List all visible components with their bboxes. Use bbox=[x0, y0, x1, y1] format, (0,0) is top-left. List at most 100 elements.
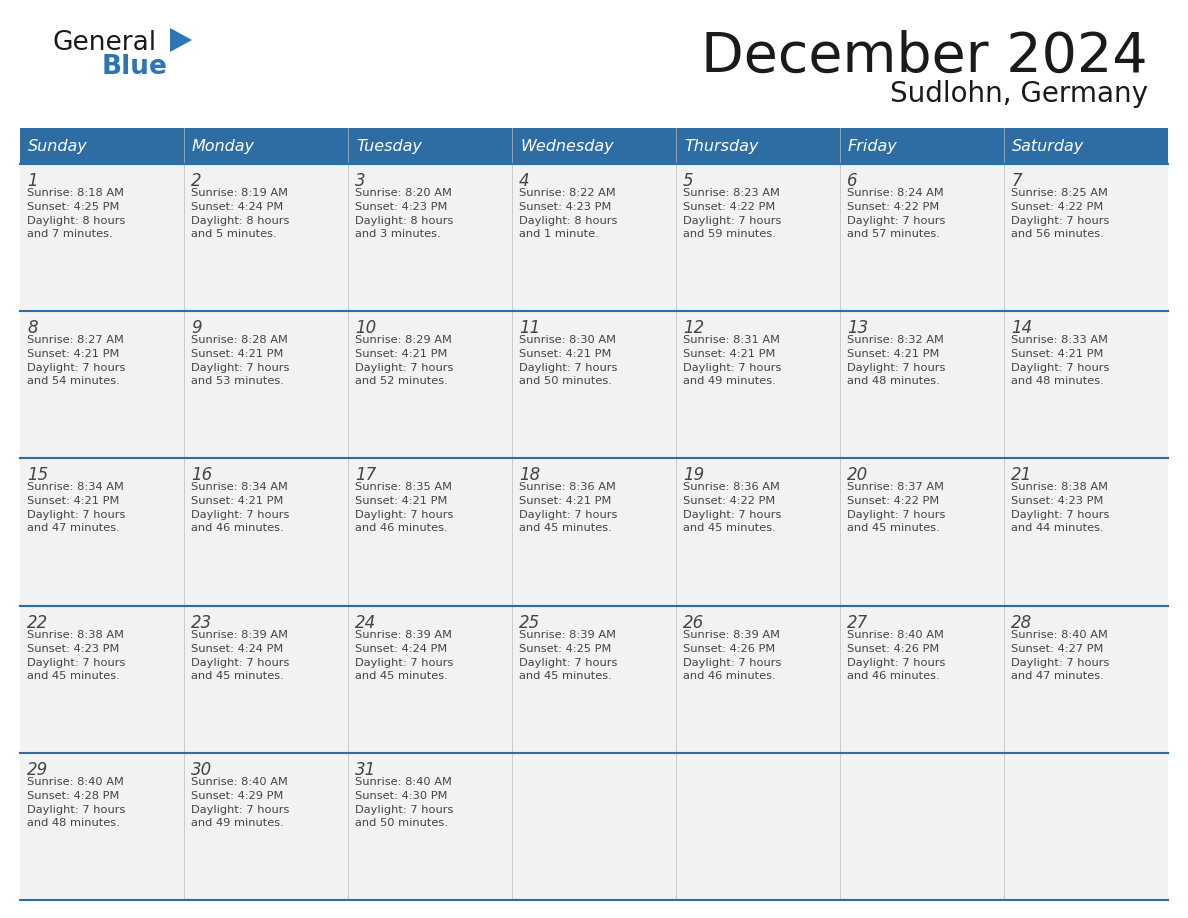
Text: 21: 21 bbox=[1011, 466, 1032, 485]
Text: Sunset: 4:29 PM: Sunset: 4:29 PM bbox=[191, 790, 284, 800]
Text: Daylight: 7 hours: Daylight: 7 hours bbox=[683, 657, 782, 667]
Text: Daylight: 7 hours: Daylight: 7 hours bbox=[847, 510, 946, 521]
Text: Daylight: 8 hours: Daylight: 8 hours bbox=[519, 216, 618, 226]
Text: Sunrise: 8:28 AM: Sunrise: 8:28 AM bbox=[191, 335, 287, 345]
Text: Sunset: 4:22 PM: Sunset: 4:22 PM bbox=[1011, 202, 1104, 212]
Text: 26: 26 bbox=[683, 613, 704, 632]
Text: and 50 minutes.: and 50 minutes. bbox=[355, 818, 448, 828]
Text: and 56 minutes.: and 56 minutes. bbox=[1011, 229, 1104, 239]
Text: Sunset: 4:24 PM: Sunset: 4:24 PM bbox=[191, 202, 283, 212]
Text: 2: 2 bbox=[191, 172, 202, 190]
Text: Sunset: 4:24 PM: Sunset: 4:24 PM bbox=[191, 644, 283, 654]
Text: Sunrise: 8:30 AM: Sunrise: 8:30 AM bbox=[519, 335, 617, 345]
Text: Sunset: 4:21 PM: Sunset: 4:21 PM bbox=[191, 349, 284, 359]
Text: Daylight: 7 hours: Daylight: 7 hours bbox=[355, 364, 454, 374]
Text: Sunrise: 8:34 AM: Sunrise: 8:34 AM bbox=[27, 482, 124, 492]
Text: Sunrise: 8:35 AM: Sunrise: 8:35 AM bbox=[355, 482, 451, 492]
Text: 17: 17 bbox=[355, 466, 377, 485]
Text: 31: 31 bbox=[355, 761, 377, 778]
Text: and 46 minutes.: and 46 minutes. bbox=[683, 671, 776, 680]
Text: and 45 minutes.: and 45 minutes. bbox=[355, 671, 448, 680]
Text: Sunrise: 8:33 AM: Sunrise: 8:33 AM bbox=[1011, 335, 1108, 345]
Text: Sunrise: 8:37 AM: Sunrise: 8:37 AM bbox=[847, 482, 944, 492]
Text: Sunset: 4:21 PM: Sunset: 4:21 PM bbox=[27, 349, 119, 359]
Text: Daylight: 8 hours: Daylight: 8 hours bbox=[355, 216, 454, 226]
Text: Sunrise: 8:40 AM: Sunrise: 8:40 AM bbox=[1011, 630, 1108, 640]
Text: Sunset: 4:21 PM: Sunset: 4:21 PM bbox=[355, 349, 448, 359]
Text: 13: 13 bbox=[847, 319, 868, 337]
Text: 25: 25 bbox=[519, 613, 541, 632]
Bar bbox=[20, 164, 1168, 311]
Text: Daylight: 7 hours: Daylight: 7 hours bbox=[519, 364, 618, 374]
Text: Sunset: 4:23 PM: Sunset: 4:23 PM bbox=[519, 202, 612, 212]
Text: and 52 minutes.: and 52 minutes. bbox=[355, 376, 448, 386]
Text: 22: 22 bbox=[27, 613, 49, 632]
Text: 28: 28 bbox=[1011, 613, 1032, 632]
Text: Sunset: 4:22 PM: Sunset: 4:22 PM bbox=[683, 497, 776, 507]
Bar bbox=[20, 753, 1168, 900]
Text: Sunset: 4:23 PM: Sunset: 4:23 PM bbox=[27, 644, 119, 654]
Text: and 44 minutes.: and 44 minutes. bbox=[1011, 523, 1104, 533]
Text: and 48 minutes.: and 48 minutes. bbox=[1011, 376, 1104, 386]
Text: and 45 minutes.: and 45 minutes. bbox=[519, 523, 612, 533]
Text: Sunset: 4:21 PM: Sunset: 4:21 PM bbox=[191, 497, 284, 507]
Text: Daylight: 7 hours: Daylight: 7 hours bbox=[355, 510, 454, 521]
Text: Sunset: 4:21 PM: Sunset: 4:21 PM bbox=[355, 497, 448, 507]
Text: 11: 11 bbox=[519, 319, 541, 337]
Text: Daylight: 7 hours: Daylight: 7 hours bbox=[519, 510, 618, 521]
Text: Daylight: 7 hours: Daylight: 7 hours bbox=[27, 364, 126, 374]
Text: Daylight: 7 hours: Daylight: 7 hours bbox=[1011, 510, 1110, 521]
Text: Sunset: 4:22 PM: Sunset: 4:22 PM bbox=[847, 202, 940, 212]
Text: and 5 minutes.: and 5 minutes. bbox=[191, 229, 277, 239]
Text: and 45 minutes.: and 45 minutes. bbox=[191, 671, 284, 680]
Text: Daylight: 7 hours: Daylight: 7 hours bbox=[847, 657, 946, 667]
Text: 24: 24 bbox=[355, 613, 377, 632]
Text: Sunrise: 8:23 AM: Sunrise: 8:23 AM bbox=[683, 188, 779, 198]
Text: Blue: Blue bbox=[102, 54, 168, 80]
Text: Sunset: 4:21 PM: Sunset: 4:21 PM bbox=[1011, 349, 1104, 359]
Text: Sunrise: 8:40 AM: Sunrise: 8:40 AM bbox=[847, 630, 944, 640]
Text: and 1 minute.: and 1 minute. bbox=[519, 229, 599, 239]
Text: Daylight: 7 hours: Daylight: 7 hours bbox=[27, 510, 126, 521]
Text: 7: 7 bbox=[1011, 172, 1022, 190]
Text: 30: 30 bbox=[191, 761, 213, 778]
Text: Daylight: 7 hours: Daylight: 7 hours bbox=[683, 510, 782, 521]
Text: 4: 4 bbox=[519, 172, 530, 190]
Text: General: General bbox=[52, 30, 156, 56]
Text: and 48 minutes.: and 48 minutes. bbox=[27, 818, 120, 828]
Text: Sunset: 4:25 PM: Sunset: 4:25 PM bbox=[519, 644, 612, 654]
Text: 23: 23 bbox=[191, 613, 213, 632]
Text: and 57 minutes.: and 57 minutes. bbox=[847, 229, 940, 239]
Text: and 47 minutes.: and 47 minutes. bbox=[1011, 671, 1104, 680]
Text: 15: 15 bbox=[27, 466, 49, 485]
Text: Daylight: 8 hours: Daylight: 8 hours bbox=[27, 216, 126, 226]
Text: and 46 minutes.: and 46 minutes. bbox=[191, 523, 284, 533]
Text: Sunrise: 8:39 AM: Sunrise: 8:39 AM bbox=[519, 630, 617, 640]
Text: Sunset: 4:27 PM: Sunset: 4:27 PM bbox=[1011, 644, 1104, 654]
Text: Monday: Monday bbox=[192, 139, 255, 153]
Text: Daylight: 7 hours: Daylight: 7 hours bbox=[519, 657, 618, 667]
Text: Daylight: 7 hours: Daylight: 7 hours bbox=[847, 364, 946, 374]
Text: December 2024: December 2024 bbox=[701, 30, 1148, 84]
Text: Daylight: 7 hours: Daylight: 7 hours bbox=[1011, 657, 1110, 667]
Text: Sunrise: 8:40 AM: Sunrise: 8:40 AM bbox=[191, 777, 287, 787]
Text: 18: 18 bbox=[519, 466, 541, 485]
Text: and 46 minutes.: and 46 minutes. bbox=[847, 671, 940, 680]
Text: 5: 5 bbox=[683, 172, 694, 190]
Text: Daylight: 7 hours: Daylight: 7 hours bbox=[683, 364, 782, 374]
Text: Sunset: 4:22 PM: Sunset: 4:22 PM bbox=[683, 202, 776, 212]
Text: Sunrise: 8:32 AM: Sunrise: 8:32 AM bbox=[847, 335, 944, 345]
Text: and 46 minutes.: and 46 minutes. bbox=[355, 523, 448, 533]
Text: Sunrise: 8:27 AM: Sunrise: 8:27 AM bbox=[27, 335, 124, 345]
Text: and 59 minutes.: and 59 minutes. bbox=[683, 229, 776, 239]
Text: Sunset: 4:25 PM: Sunset: 4:25 PM bbox=[27, 202, 119, 212]
Text: Saturday: Saturday bbox=[1012, 139, 1085, 153]
Text: Sunset: 4:26 PM: Sunset: 4:26 PM bbox=[847, 644, 940, 654]
Text: and 45 minutes.: and 45 minutes. bbox=[519, 671, 612, 680]
Text: and 53 minutes.: and 53 minutes. bbox=[191, 376, 284, 386]
Text: 16: 16 bbox=[191, 466, 213, 485]
Text: Wednesday: Wednesday bbox=[520, 139, 614, 153]
Text: Daylight: 7 hours: Daylight: 7 hours bbox=[355, 657, 454, 667]
Text: Sunrise: 8:18 AM: Sunrise: 8:18 AM bbox=[27, 188, 124, 198]
Text: Sunday: Sunday bbox=[29, 139, 88, 153]
